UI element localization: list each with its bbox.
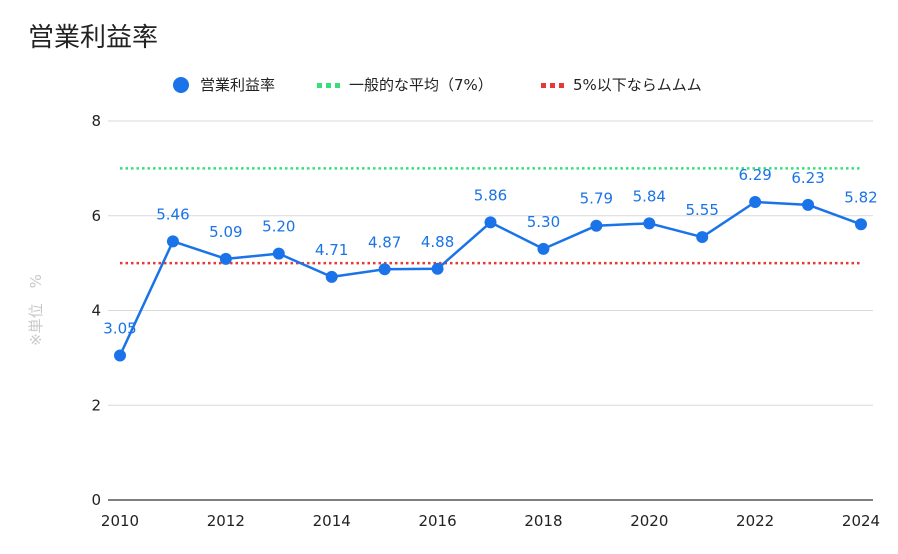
legend-marker-series <box>173 77 189 93</box>
y-tick-label: 2 <box>91 396 101 414</box>
data-point <box>855 218 867 231</box>
x-tick-label: 2014 <box>313 512 351 530</box>
legend-label-threshold: 5%以下ならムムム <box>573 76 702 94</box>
x-axis-ticks: 2010 2012 2014 2016 2018 2020 2022 2024 <box>101 512 880 530</box>
y-axis-ticks: 0 2 4 6 8 <box>91 112 101 509</box>
y-tick-label: 0 <box>91 491 101 509</box>
data-label: 5.30 <box>527 213 560 231</box>
data-label: 4.71 <box>315 241 348 259</box>
data-label: 4.87 <box>368 233 401 251</box>
data-point <box>802 198 815 211</box>
data-label: 5.09 <box>209 223 242 241</box>
y-tick-label: 8 <box>91 112 101 130</box>
data-point <box>590 219 603 232</box>
data-points <box>114 196 867 362</box>
data-point <box>749 196 762 209</box>
x-tick-label: 2018 <box>524 512 562 530</box>
data-label: 6.29 <box>738 166 771 184</box>
data-label: 5.20 <box>262 218 295 236</box>
legend-label-average: 一般的な平均（7%） <box>349 76 493 94</box>
data-point <box>431 262 444 275</box>
y-tick-label: 6 <box>91 207 101 225</box>
data-point <box>484 216 497 229</box>
x-tick-label: 2010 <box>101 512 139 530</box>
data-label: 5.84 <box>633 187 666 205</box>
legend: 営業利益率 一般的な平均（7%） 5%以下ならムムム <box>173 76 702 94</box>
data-point <box>325 270 338 283</box>
data-label: 5.86 <box>474 186 507 204</box>
x-tick-label: 2024 <box>842 512 880 530</box>
data-point <box>114 349 126 362</box>
grid <box>108 120 873 501</box>
data-labels: 3.05 5.46 5.09 5.20 4.71 4.87 4.88 5.86 5.30 5.79… <box>103 166 877 337</box>
x-tick-label: 2022 <box>736 512 774 530</box>
data-point <box>272 247 285 260</box>
chart-title: 営業利益率 <box>28 23 158 53</box>
data-label: 5.79 <box>580 190 613 208</box>
data-point <box>378 263 391 276</box>
data-point <box>696 231 709 244</box>
x-tick-label: 2016 <box>418 512 456 530</box>
y-axis-label: ※単位 % <box>27 274 45 346</box>
data-label: 5.55 <box>686 201 719 219</box>
y-tick-label: 4 <box>91 302 101 320</box>
x-tick-label: 2020 <box>630 512 668 530</box>
data-label: 5.46 <box>156 205 189 223</box>
data-point <box>537 242 550 255</box>
x-tick-label: 2012 <box>207 512 245 530</box>
reference-lines <box>120 167 861 265</box>
legend-label-series: 営業利益率 <box>200 76 275 94</box>
data-point <box>219 252 232 265</box>
data-label: 3.05 <box>103 320 136 338</box>
data-label: 6.23 <box>791 169 824 187</box>
data-label: 5.82 <box>844 188 877 206</box>
legend-marker-average <box>317 83 340 88</box>
data-point <box>643 217 656 230</box>
data-label: 4.88 <box>421 233 454 251</box>
legend-marker-threshold <box>541 83 564 88</box>
data-point <box>166 235 179 248</box>
